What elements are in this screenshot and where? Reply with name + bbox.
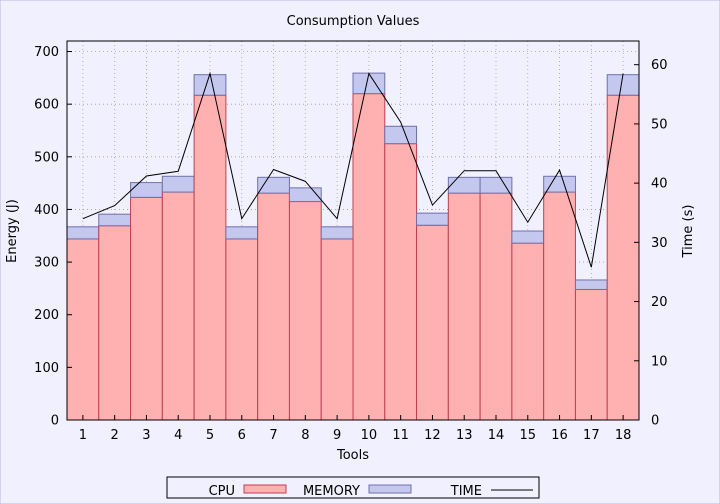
- bar-cpu: [225, 238, 259, 421]
- time-line: [82, 71, 624, 268]
- y2-axis-label: Time (s): [681, 205, 696, 259]
- bar-memory: [320, 226, 354, 240]
- bar-cpu: [479, 192, 513, 421]
- bar-memory: [384, 125, 418, 145]
- x-axis-ticks: 1 2 3 4 5 6 7 8 9 10 11 12 13 14 15 16 17 18: [79, 415, 632, 443]
- bar-cpu: [193, 94, 227, 421]
- y2-tick-label: 40: [651, 177, 668, 192]
- x-tick-label: 8: [301, 428, 309, 443]
- y-tick-label: 700: [34, 45, 59, 60]
- x-tick-label: 15: [520, 428, 537, 443]
- bar-cpu: [130, 196, 163, 421]
- y-tick-label: 500: [34, 150, 59, 165]
- y2-tick-label: 30: [651, 236, 668, 251]
- legend-swatch-memory: [368, 484, 412, 494]
- bar-memory: [416, 212, 449, 226]
- bar-memory: [98, 213, 132, 227]
- bar-cpu: [543, 191, 576, 421]
- bar-memory: [193, 74, 227, 96]
- legend-label-cpu: CPU: [209, 484, 235, 499]
- y2-tick-label: 0: [651, 414, 659, 429]
- y-tick-label: 600: [34, 98, 59, 113]
- bar-cpu: [511, 242, 545, 421]
- time-line-layer: [82, 71, 624, 268]
- y2-tick-label: 50: [651, 117, 668, 132]
- y-axis-ticks: 0 100 200 300 400 500 600 700: [34, 45, 72, 429]
- bar-memory: [130, 182, 163, 198]
- x-axis-label: Tools: [336, 448, 369, 463]
- bar-cpu: [352, 93, 386, 421]
- chart-title: Consumption Values: [287, 14, 420, 29]
- bar-cpu: [574, 288, 608, 421]
- bar-memory: [543, 175, 576, 193]
- x-tick-label: 1: [79, 428, 87, 443]
- legend-label-memory: MEMORY: [303, 484, 360, 499]
- y2-tick-label: 20: [651, 295, 668, 310]
- bar-cpu: [320, 238, 354, 421]
- bar-memory: [257, 176, 290, 194]
- x-tick-label: 3: [142, 428, 150, 443]
- bar-memory: [606, 74, 640, 96]
- y2-axis-ticks: 0 10 20 30 40 50 60: [634, 58, 668, 429]
- legend-label-time: TIME: [450, 484, 482, 499]
- legend-swatch-cpu: [243, 484, 287, 494]
- plot-frame: [66, 40, 640, 421]
- y2-tick-label: 60: [651, 58, 668, 73]
- bar-memory: [574, 279, 608, 290]
- x-tick-label: 18: [615, 428, 632, 443]
- bar-cpu: [447, 192, 481, 421]
- x-tick-label: 2: [111, 428, 119, 443]
- y2-tick-label: 10: [651, 354, 668, 369]
- x-tick-label: 6: [238, 428, 246, 443]
- bar-cpu: [416, 224, 449, 421]
- y-tick-label: 100: [34, 361, 59, 376]
- legend: CPU MEMORY TIME: [166, 476, 540, 499]
- bar-memory: [447, 176, 481, 194]
- x-tick-label: 14: [488, 428, 505, 443]
- y-tick-label: 300: [34, 256, 59, 271]
- bar-memory: [479, 176, 513, 194]
- bar-memory: [66, 226, 100, 240]
- x-tick-label: 5: [206, 428, 214, 443]
- x-tick-label: 13: [456, 428, 473, 443]
- x-tick-label: 11: [392, 428, 409, 443]
- bar-cpu: [98, 225, 132, 421]
- bar-memory: [225, 226, 259, 240]
- bar-cpu: [288, 201, 322, 421]
- x-tick-label: 12: [424, 428, 441, 443]
- x-tick-label: 7: [269, 428, 277, 443]
- bar-cpu: [384, 143, 418, 421]
- y-tick-label: 200: [34, 308, 59, 323]
- x-tick-label: 9: [333, 428, 341, 443]
- bar-cpu: [66, 238, 100, 421]
- x-tick-label: 4: [174, 428, 182, 443]
- x-tick-label: 10: [361, 428, 378, 443]
- y-tick-label: 400: [34, 203, 59, 218]
- y-axis-label: Energy (J): [5, 199, 20, 263]
- y-tick-label: 0: [51, 414, 59, 429]
- bar-memory: [511, 230, 545, 244]
- x-tick-label: 16: [551, 428, 568, 443]
- bar-cpu: [161, 191, 195, 421]
- x-tick-label: 17: [583, 428, 600, 443]
- bar-cpu: [257, 192, 290, 421]
- bar-memory: [161, 175, 195, 193]
